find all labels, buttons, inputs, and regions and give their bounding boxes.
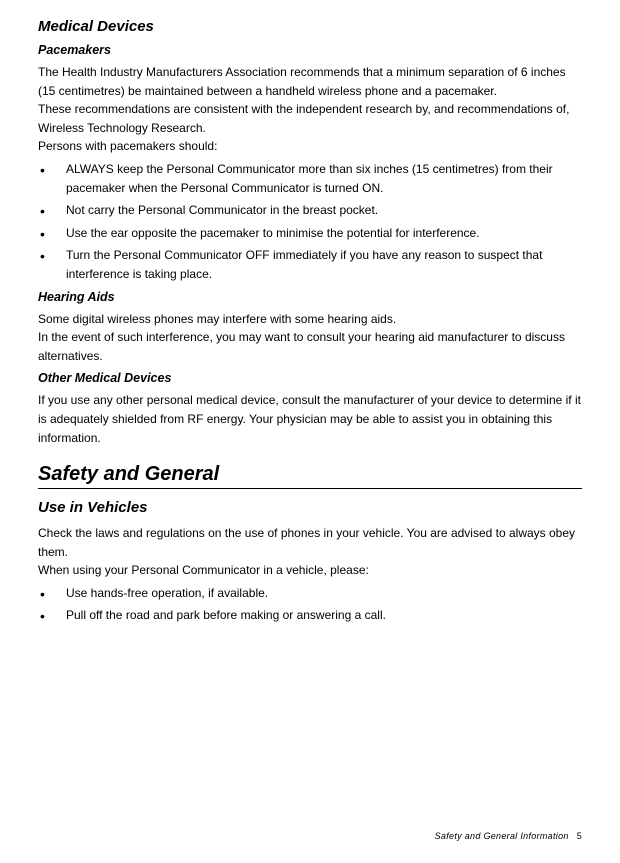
divider (38, 488, 582, 489)
bullet-list: ALWAYS keep the Personal Communicator mo… (38, 160, 582, 284)
heading-other-medical: Other Medical Devices (38, 371, 582, 385)
list-item: ALWAYS keep the Personal Communicator mo… (38, 160, 582, 197)
body-text: If you use any other personal medical de… (38, 391, 582, 447)
body-text: When using your Personal Communicator in… (38, 561, 582, 580)
list-item: Not carry the Personal Communicator in t… (38, 201, 582, 220)
page-footer: Safety and General Information 5 (435, 831, 582, 841)
heading-medical-devices: Medical Devices (38, 18, 582, 35)
list-item: Use the ear opposite the pacemaker to mi… (38, 224, 582, 243)
body-text: These recommendations are consistent wit… (38, 100, 582, 137)
heading-use-in-vehicles: Use in Vehicles (38, 499, 582, 516)
page-number: 5 (577, 831, 582, 841)
footer-text: Safety and General Information (435, 831, 569, 841)
heading-hearing-aids: Hearing Aids (38, 290, 582, 304)
heading-pacemakers: Pacemakers (38, 43, 582, 57)
list-item: Use hands-free operation, if available. (38, 584, 582, 603)
bullet-list: Use hands-free operation, if available. … (38, 584, 582, 625)
heading-safety-general: Safety and General (38, 463, 582, 486)
list-item: Pull off the road and park before making… (38, 606, 582, 625)
body-text: Persons with pacemakers should: (38, 137, 582, 156)
body-text: Some digital wireless phones may interfe… (38, 310, 582, 329)
list-item: Turn the Personal Communicator OFF immed… (38, 246, 582, 283)
body-text: The Health Industry Manufacturers Associ… (38, 63, 582, 82)
body-text: (15 centimetres) be maintained between a… (38, 82, 582, 101)
body-text: Check the laws and regulations on the us… (38, 524, 582, 561)
body-text: In the event of such interference, you m… (38, 328, 582, 365)
